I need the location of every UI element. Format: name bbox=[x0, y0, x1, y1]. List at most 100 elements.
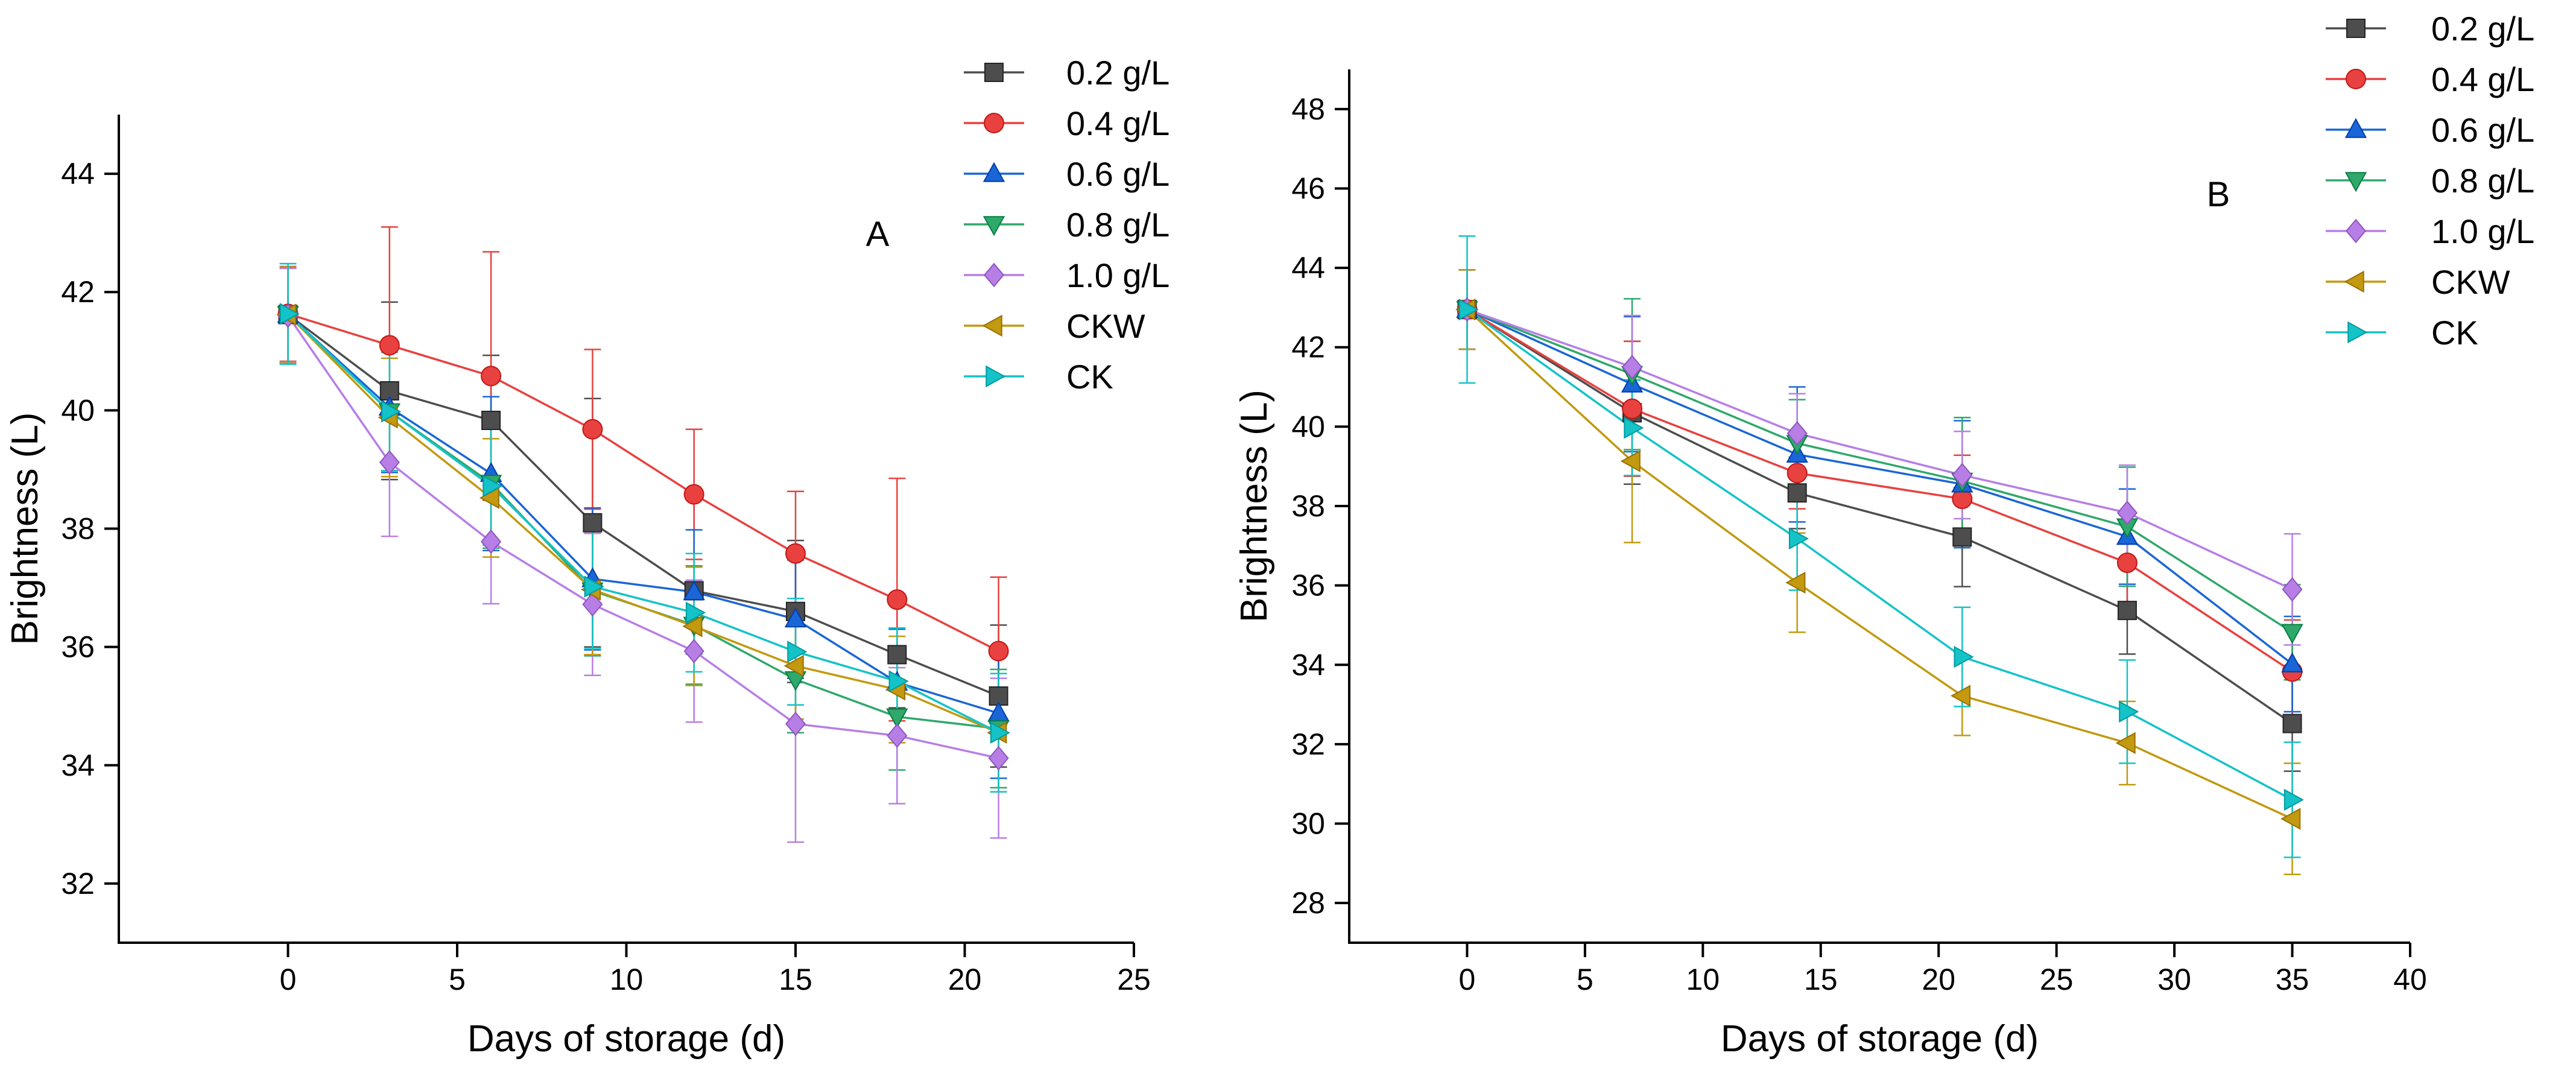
x-tick-label: 25 bbox=[1117, 963, 1151, 996]
legend-label: 0.2 g/L bbox=[2431, 10, 2534, 48]
data-point bbox=[2117, 601, 2137, 621]
data-point bbox=[1622, 398, 1643, 419]
legend-marker bbox=[983, 216, 1005, 236]
legend-marker bbox=[2344, 172, 2367, 192]
data-point bbox=[379, 335, 400, 356]
data-point bbox=[1952, 463, 1973, 487]
data-point bbox=[1788, 527, 1809, 550]
data-point bbox=[2119, 700, 2139, 723]
legend-item: 1.0 g/L bbox=[2326, 212, 2534, 250]
series-line-1-0-g-l bbox=[1466, 308, 2293, 590]
legend-item: 0.8 g/L bbox=[2326, 162, 2534, 200]
legend-marker bbox=[983, 162, 1005, 182]
legend-label: 0.2 g/L bbox=[1066, 54, 1169, 92]
panel-b: 28 30 32 34 36 38 40 42 44 46 48 0 5 10 15 20 25 30 35 40 Da… bbox=[1233, 10, 2534, 1060]
legend-label: 0.8 g/L bbox=[2431, 162, 2534, 200]
data-point bbox=[988, 641, 1009, 662]
axes: 28 30 32 34 36 38 40 42 44 46 48 0 5 10 15 20 25 30 35 40 bbox=[1291, 69, 2427, 996]
series-lines bbox=[287, 312, 999, 759]
legend-marker bbox=[984, 63, 1004, 82]
legend-marker bbox=[2347, 321, 2368, 344]
series-line-ckw bbox=[1466, 308, 2293, 820]
series-line-0-6-g-l bbox=[287, 314, 999, 715]
x-tick-label: 10 bbox=[1686, 963, 1720, 996]
series-line-ckw bbox=[287, 314, 999, 734]
data-point bbox=[1954, 645, 1974, 668]
data-point bbox=[2280, 808, 2301, 830]
error-bars bbox=[1458, 235, 2301, 876]
data-point bbox=[2283, 788, 2304, 811]
y-tick-label: 44 bbox=[61, 157, 95, 191]
data-point bbox=[683, 639, 704, 663]
data-point bbox=[1787, 483, 1807, 503]
data-point bbox=[785, 543, 806, 564]
data-point bbox=[483, 475, 503, 498]
legend-item: 0.4 g/L bbox=[2326, 60, 2534, 98]
y-tick-label: 38 bbox=[61, 512, 95, 546]
data-point bbox=[2281, 652, 2303, 672]
legend-label: CK bbox=[1066, 358, 1113, 396]
y-axis-label: Brightness (L) bbox=[4, 413, 46, 645]
data-point bbox=[1950, 685, 1971, 707]
panel-a: 32 34 36 38 40 42 44 0 5 10 15 20 25 Days of storage … bbox=[4, 54, 1169, 1060]
x-tick-label: 0 bbox=[280, 963, 297, 996]
legend-label: 0.6 g/L bbox=[2431, 111, 2534, 149]
legend-marker bbox=[2345, 218, 2367, 244]
data-point bbox=[379, 450, 400, 475]
legend-item: 0.6 g/L bbox=[2326, 111, 2534, 149]
data-point bbox=[481, 411, 501, 431]
series-line-ck bbox=[287, 313, 999, 734]
data-point bbox=[784, 607, 807, 628]
legend-item: CKW bbox=[2326, 263, 2510, 301]
legend-label: 1.0 g/L bbox=[1066, 256, 1169, 294]
x-tick-label: 5 bbox=[449, 963, 466, 996]
legend-item: CKW bbox=[964, 307, 1145, 345]
series-line-0-4-g-l bbox=[1466, 308, 2293, 672]
x-tick-label: 10 bbox=[610, 963, 644, 996]
data-point bbox=[1785, 571, 1806, 594]
x-tick-label: 15 bbox=[779, 963, 812, 996]
legend: 0.2 g/L 0.4 g/L 0.6 g/L 0.8 g/L 1.0 g/L CKW CK bbox=[2326, 10, 2534, 352]
data-point bbox=[481, 366, 502, 387]
legend-marker bbox=[983, 262, 1005, 288]
data-point bbox=[683, 484, 704, 505]
y-axis-label: Brightness (L) bbox=[1233, 390, 1275, 622]
data-point bbox=[2116, 500, 2138, 525]
series-line-0-6-g-l bbox=[1466, 308, 2293, 665]
legend-marker bbox=[2346, 19, 2366, 38]
data-point bbox=[2281, 624, 2303, 644]
legend-item: 0.4 g/L bbox=[964, 104, 1169, 142]
x-axis-label: Days of storage (d) bbox=[1721, 1018, 2039, 1060]
legend-item: CK bbox=[2326, 314, 2478, 352]
data-point bbox=[783, 654, 804, 677]
data-point bbox=[582, 592, 603, 617]
legend-item: 0.6 g/L bbox=[964, 155, 1169, 193]
data-point bbox=[1786, 463, 1808, 484]
legend-label: 0.8 g/L bbox=[1066, 206, 1169, 244]
legend-item: 0.2 g/L bbox=[2326, 10, 2534, 48]
data-point bbox=[988, 745, 1009, 771]
y-tick-label: 42 bbox=[1291, 331, 1325, 364]
y-tick-label: 36 bbox=[61, 630, 95, 664]
x-tick-label: 25 bbox=[2040, 963, 2074, 996]
data-point bbox=[887, 723, 908, 748]
x-tick-label: 40 bbox=[2393, 963, 2427, 996]
x-tick-label: 20 bbox=[948, 963, 982, 996]
x-axis-label: Days of storage (d) bbox=[467, 1018, 785, 1060]
x-tick-label: 30 bbox=[2157, 963, 2191, 996]
data-point bbox=[279, 303, 300, 325]
data-point bbox=[887, 645, 907, 665]
series-line-1-0-g-l bbox=[287, 315, 999, 759]
legend-label: 0.6 g/L bbox=[1066, 155, 1169, 193]
legend: 0.2 g/L 0.4 g/L 0.6 g/L 0.8 g/L 1.0 g/L CKW CK bbox=[964, 54, 1169, 396]
y-tick-label: 38 bbox=[1291, 489, 1325, 523]
y-tick-label: 46 bbox=[1291, 171, 1325, 205]
data-point bbox=[787, 641, 808, 663]
data-point bbox=[888, 670, 909, 692]
legend-marker bbox=[982, 314, 1002, 337]
data-point bbox=[2116, 552, 2138, 574]
y-tick-label: 36 bbox=[1291, 569, 1325, 603]
y-tick-label: 48 bbox=[1291, 92, 1325, 126]
data-point bbox=[990, 721, 1010, 744]
